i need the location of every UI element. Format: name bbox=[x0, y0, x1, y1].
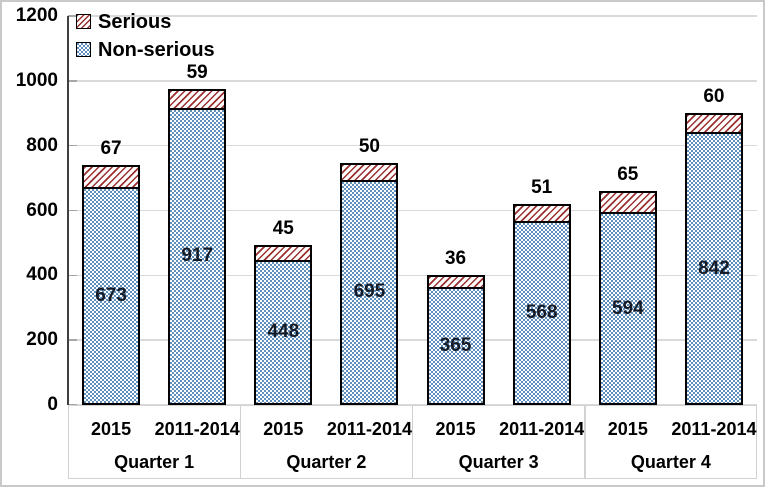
y-tick-label: 1200 bbox=[15, 5, 58, 26]
gridline bbox=[68, 209, 757, 212]
quarter-divider bbox=[411, 406, 414, 478]
y-tick bbox=[68, 15, 77, 17]
y-tick-label: 200 bbox=[26, 329, 58, 351]
bar-serious-segment bbox=[340, 163, 399, 180]
bar-nonserious-segment bbox=[254, 259, 313, 405]
bar-serious-segment bbox=[82, 165, 141, 187]
bar-nonserious-segment bbox=[168, 107, 227, 405]
bar-nonserious-value-label: 695 bbox=[353, 281, 386, 303]
x-axis-quarter-label: Quarter 4 bbox=[630, 452, 711, 472]
bar-serious-segment bbox=[168, 88, 227, 108]
gridline bbox=[68, 339, 757, 341]
bar-serious-value-label: 65 bbox=[617, 164, 639, 186]
bar-nonserious-value-label: 673 bbox=[95, 284, 127, 306]
bar-nonserious-value-label: 448 bbox=[267, 321, 300, 343]
bar-nonserious-segment bbox=[82, 186, 141, 405]
y-tick-label: 600 bbox=[26, 199, 58, 221]
bar-nonserious-value-label: 594 bbox=[611, 297, 644, 319]
y-tick-label: 0 bbox=[47, 394, 58, 415]
gridline bbox=[68, 15, 757, 17]
bar-nonserious-value-label: 917 bbox=[181, 245, 214, 267]
quarter-divider bbox=[239, 406, 241, 478]
x-axis-year-label: 2015 bbox=[263, 419, 304, 439]
bar-nonserious-segment bbox=[512, 220, 571, 405]
legend-item-nonserious: Non-serious bbox=[76, 37, 215, 62]
x-axis-year-label: 2011-2014 bbox=[326, 419, 412, 439]
bar-serious-segment bbox=[254, 245, 313, 260]
x-axis-quarter-label: Quarter 2 bbox=[286, 452, 367, 472]
bar-nonserious-segment bbox=[340, 179, 399, 405]
legend-label-nonserious: Non-serious bbox=[98, 38, 215, 61]
y-tick bbox=[68, 274, 77, 277]
x-axis-year-label: 2011-2014 bbox=[154, 419, 240, 439]
x-axis-year-label: 2011-2014 bbox=[499, 419, 585, 439]
bar-nonserious-value-label: 365 bbox=[439, 334, 472, 356]
bar-serious-segment bbox=[598, 191, 657, 213]
bar-serious-segment bbox=[426, 275, 485, 287]
y-tick bbox=[68, 80, 77, 82]
bar-serious-segment bbox=[684, 112, 743, 133]
x-axis-year-label: 2015 bbox=[91, 419, 132, 439]
bar-serious-segment bbox=[512, 204, 571, 221]
bar-nonserious-segment bbox=[684, 132, 743, 405]
y-tick bbox=[68, 339, 77, 341]
x-axis-year-label: 2015 bbox=[435, 419, 476, 439]
y-tick-label: 400 bbox=[26, 264, 58, 286]
bar-serious-value-label: 60 bbox=[703, 85, 725, 107]
y-tick bbox=[68, 209, 77, 212]
bar-nonserious-segment bbox=[598, 212, 657, 405]
bar-serious-value-label: 36 bbox=[444, 248, 467, 269]
bar-nonserious-value-label: 842 bbox=[698, 257, 730, 279]
y-tick-label: 1000 bbox=[15, 69, 58, 91]
serious-hatch-swatch-icon bbox=[76, 14, 91, 29]
x-axis-year-label: 2011-2014 bbox=[671, 419, 757, 439]
nonserious-dot-swatch-icon bbox=[76, 42, 91, 57]
gridline bbox=[68, 274, 757, 277]
legend-item-serious: Serious bbox=[76, 9, 215, 34]
bar-serious-value-label: 59 bbox=[186, 61, 208, 83]
gridline bbox=[68, 144, 757, 147]
bar-serious-value-label: 50 bbox=[358, 136, 380, 158]
x-axis-quarter-label: Quarter 3 bbox=[458, 452, 539, 472]
quarter-divider bbox=[584, 406, 586, 478]
chart-legend: Serious Non-serious bbox=[76, 9, 215, 65]
bar-nonserious-segment bbox=[426, 286, 485, 405]
x-axis-year-label: 2015 bbox=[607, 419, 648, 439]
y-tick-label: 800 bbox=[26, 134, 58, 156]
bar-serious-value-label: 51 bbox=[531, 177, 553, 199]
y-tick bbox=[68, 144, 77, 147]
x-axis-quarter-label: Quarter 1 bbox=[114, 452, 195, 472]
gridline bbox=[68, 80, 757, 82]
bar-nonserious-value-label: 568 bbox=[525, 301, 558, 323]
bar-serious-value-label: 67 bbox=[100, 138, 122, 160]
legend-label-serious: Serious bbox=[98, 10, 172, 33]
bar-serious-value-label: 45 bbox=[272, 218, 294, 240]
y-axis-line bbox=[67, 16, 69, 405]
